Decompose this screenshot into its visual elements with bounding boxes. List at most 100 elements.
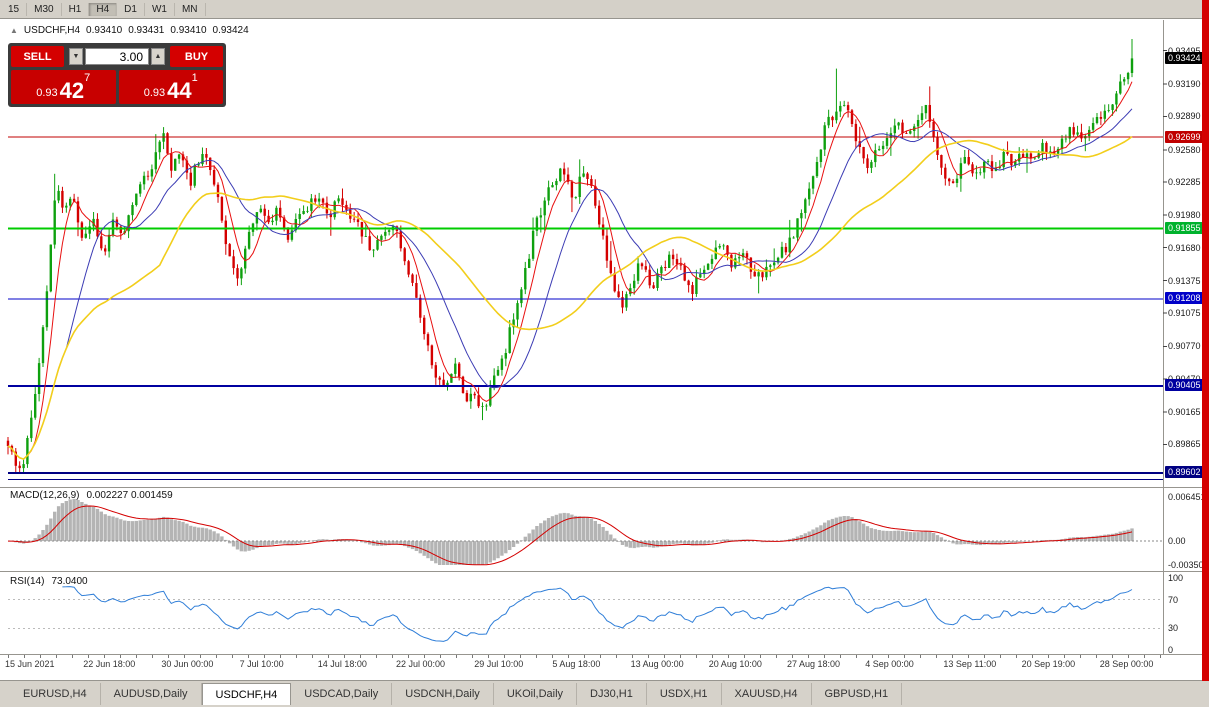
buy-price-point: 1 <box>191 72 198 84</box>
price-tick-label: 0.91075 <box>1168 308 1201 319</box>
chart-tab-bar: EURUSD,H4 AUDUSD,Daily USDCHF,H4 USDCAD,Dai… <box>0 680 1209 707</box>
price-tick-label: 0.92890 <box>1168 111 1201 122</box>
sell-price-display[interactable]: 0.93 42 7 <box>11 70 116 104</box>
macd-values: 0.002227 0.001459 <box>86 490 173 501</box>
rsi-axis-label: 100 <box>1168 573 1184 583</box>
chart-canvas[interactable] <box>0 0 1203 680</box>
price-level-badge: 0.92699 <box>1165 130 1204 143</box>
price-level-badge: 0.91208 <box>1165 292 1204 305</box>
price-tick-label: 0.91375 <box>1168 275 1201 286</box>
macd-axis-label: 0.006451 <box>1168 492 1206 502</box>
macd-label: MACD(12,26,9) 0.002227 0.001459 <box>10 490 173 501</box>
price-tick-label: 0.90470 <box>1168 374 1201 384</box>
time-axis-label: 22 Jul 00:00 <box>396 659 446 669</box>
time-axis-label: 13 Sep 11:00 <box>943 659 997 669</box>
timeframe-button-15[interactable]: 15 <box>1 2 28 16</box>
buy-price-display[interactable]: 0.93 44 1 <box>118 70 223 104</box>
time-axis-label: 22 Jun 18:00 <box>83 659 136 669</box>
chart-tab-list: EURUSD,H4 AUDUSD,Daily USDCHF,H4 USDCAD,Dai… <box>10 683 1209 705</box>
price-level-badge: 0.90405 <box>1165 379 1204 392</box>
time-axis-label: 14 Jul 18:00 <box>317 659 367 669</box>
price-tick-label: 0.93495 <box>1168 45 1201 56</box>
price-tick-label: 0.89865 <box>1168 439 1201 450</box>
pane-separators <box>0 20 1203 655</box>
rsi-value: 73.0400 <box>51 576 88 587</box>
chart-title-low: 0.93410 <box>170 25 207 36</box>
chart-tab-usdcad-daily[interactable]: USDCAD,Daily <box>291 683 393 705</box>
timeframe-toolbar: 15 M30 H1 H4 D1 W1 MN <box>0 0 1209 19</box>
time-axis-label: 27 Aug 18:00 <box>787 659 841 669</box>
chart-tab-usdx-h1[interactable]: USDX,H1 <box>647 683 722 705</box>
rsi-axis-label: 30 <box>1168 623 1179 634</box>
price-tick-label: 0.91680 <box>1168 242 1201 253</box>
chart-tab-usdchf-h4[interactable]: USDCHF,H4 <box>201 683 292 705</box>
one-click-trade-panel: SELL ▼ 3.00 ▲ BUY 0.93 42 7 0.93 44 1 <box>8 43 226 107</box>
slow-ma-line <box>7 135 1133 461</box>
volume-decrease-icon[interactable]: ▼ <box>69 48 83 65</box>
time-axis-label: 13 Aug 00:00 <box>630 659 684 669</box>
rsi-axis-label: 0 <box>1168 645 1174 655</box>
chart-icon: ▲ <box>10 26 18 35</box>
timeframe-button-h1[interactable]: H1 <box>62 2 90 16</box>
sell-button[interactable]: SELL <box>11 46 64 67</box>
buy-price-prefix: 0.93 <box>143 87 166 99</box>
rsi-label: RSI(14) 73.0400 <box>10 576 88 587</box>
chart-tab-ukoil-daily[interactable]: UKOil,Daily <box>494 683 578 705</box>
timeframe-button-mn[interactable]: MN <box>175 2 206 16</box>
time-axis-label: 29 Jul 10:00 <box>474 659 524 669</box>
macd-axis-label: -0.00350 <box>1168 560 1204 570</box>
price-tick-label: 0.91980 <box>1168 210 1201 221</box>
price-axis-tick-marks <box>1163 50 1167 445</box>
timeframe-button-m30[interactable]: M30 <box>27 2 62 16</box>
chart-tab-eurusd-h4[interactable]: EURUSD,H4 <box>10 683 101 705</box>
horizontal-level-lines <box>8 136 1163 481</box>
sell-price-pips: 42 <box>59 78 85 103</box>
chart-title-close: 0.93424 <box>212 25 249 36</box>
price-tick-label: 0.92285 <box>1168 176 1201 187</box>
time-axis-ticks <box>8 655 1163 658</box>
price-tick-label: 0.90770 <box>1168 341 1201 352</box>
timeframe-button-w1[interactable]: W1 <box>145 2 175 16</box>
macd-signal-line <box>8 505 1133 566</box>
chart-tab-dj30-h1[interactable]: DJ30,H1 <box>577 683 647 705</box>
chart-tab-xauusd-h4[interactable]: XAUUSD,H4 <box>722 683 812 705</box>
macd-name: MACD(12,26,9) <box>10 490 80 501</box>
time-axis-label: 20 Aug 10:00 <box>708 659 762 669</box>
buy-price-pips: 44 <box>167 78 192 103</box>
rsi-name: RSI(14) <box>10 576 45 587</box>
chart-tab-audusd-daily[interactable]: AUDUSD,Daily <box>101 683 202 705</box>
price-level-badge: 0.91855 <box>1165 222 1204 235</box>
chart-title-open: 0.93410 <box>86 25 123 36</box>
macd-axis-label: 0.00 <box>1168 536 1186 547</box>
sell-price-prefix: 0.93 <box>36 87 58 99</box>
buy-button[interactable]: BUY <box>170 46 223 67</box>
fast-ma-line <box>7 81 1133 460</box>
chart-title-high: 0.93431 <box>128 25 165 36</box>
time-axis-label: 15 Jun 2021 <box>5 659 55 669</box>
rsi-line <box>62 586 1133 642</box>
time-axis-label: 30 Jun 00:00 <box>161 659 214 669</box>
macd-histogram <box>10 498 1134 565</box>
chart-tab-gbpusd-h1[interactable]: GBPUSD,H1 <box>812 683 903 705</box>
chart-title: ▲ USDCHF,H4 0.93410 0.93431 0.93410 0.93… <box>10 25 249 36</box>
rsi-level-lines <box>8 599 1163 629</box>
price-tick-label: 0.90165 <box>1168 406 1201 417</box>
price-tick-label: 0.92580 <box>1168 144 1201 155</box>
sell-price-point: 7 <box>84 72 91 84</box>
time-axis-label: 5 Aug 18:00 <box>552 659 601 669</box>
candles <box>6 39 1134 474</box>
price-level-badge: 0.89602 <box>1165 466 1204 479</box>
chart-tab-usdcnh-daily[interactable]: USDCNH,Daily <box>392 683 494 705</box>
price-tick-label: 0.93190 <box>1168 78 1201 89</box>
chart-title-symbol: USDCHF,H4 <box>23 25 81 36</box>
time-axis-label: 28 Sep 00:00 <box>1099 659 1154 669</box>
rsi-axis-label: 70 <box>1168 594 1179 605</box>
right-scrollbar[interactable] <box>1202 0 1209 681</box>
current-price-badge: 0.93424 <box>1165 51 1204 64</box>
volume-increase-icon[interactable]: ▲ <box>151 48 165 65</box>
timeframe-button-h4[interactable]: H4 <box>89 2 118 16</box>
timeframe-button-d1[interactable]: D1 <box>117 2 145 16</box>
volume-input[interactable]: 3.00 <box>85 48 149 65</box>
time-axis-label: 20 Sep 19:00 <box>1021 659 1076 669</box>
